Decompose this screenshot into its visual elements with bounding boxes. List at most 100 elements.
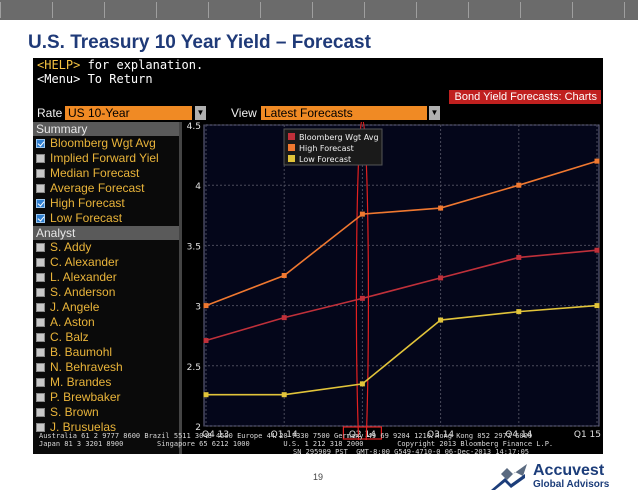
checkbox-unchecked-icon[interactable]	[36, 154, 45, 163]
x-tick-label: Q2 14	[349, 430, 376, 440]
help-text: for explanation.	[80, 58, 204, 72]
y-tick-label: 2.5	[187, 363, 201, 373]
summary-item-implied-forward-yield[interactable]: Implied Forward Yiel	[36, 151, 178, 166]
checkbox-unchecked-icon[interactable]	[36, 273, 45, 282]
legend-box	[283, 128, 383, 166]
checkbox-unchecked-icon[interactable]	[36, 408, 45, 417]
data-point	[516, 309, 522, 315]
y-tick-label: 3	[195, 303, 201, 313]
footer-phone-line-2: Japan 81 3 3201 8900 Singapore 65 6212 1…	[39, 440, 554, 448]
checkbox-unchecked-icon[interactable]	[36, 258, 45, 267]
checkbox-unchecked-icon[interactable]	[36, 348, 45, 357]
checkbox-unchecked-icon[interactable]	[36, 169, 45, 178]
accuvest-arrow-icon	[489, 464, 527, 490]
view-dropdown-arrow-icon[interactable]: ▼	[429, 106, 440, 120]
analyst-item[interactable]: L. Alexander	[36, 270, 178, 285]
series-line-low-forecast	[206, 304, 598, 396]
plot-area	[203, 124, 600, 427]
checkbox-unchecked-icon[interactable]	[36, 363, 45, 372]
rate-dropdown-arrow-icon[interactable]: ▼	[195, 106, 206, 120]
checkbox-unchecked-icon[interactable]	[36, 423, 45, 432]
checkbox-unchecked-icon[interactable]	[36, 184, 45, 193]
analyst-item[interactable]: C. Alexander	[36, 255, 178, 270]
analyst-item-label: B. Baumohl	[50, 345, 113, 359]
slide-top-bar	[0, 0, 638, 20]
legend-entry: High Forecast	[299, 144, 354, 153]
data-point	[359, 381, 365, 387]
data-point	[438, 205, 444, 211]
y-tick-label: 4	[195, 182, 201, 192]
summary-item-label: Average Forecast	[50, 181, 145, 195]
x-tick-label: Q4 14	[505, 430, 532, 440]
data-point	[594, 158, 600, 164]
x-tick-label: Q3 14	[427, 430, 454, 440]
series-line-high-forecast	[205, 160, 598, 307]
help-key[interactable]: <HELP>	[37, 58, 81, 72]
summary-item-bloomberg-wgt-avg[interactable]: Bloomberg Wgt Avg	[36, 136, 178, 151]
summary-item-median-forecast[interactable]: Median Forecast	[36, 166, 178, 181]
analyst-item-label: L. Alexander	[50, 270, 117, 284]
data-point	[516, 254, 522, 260]
summary-item-average-forecast[interactable]: Average Forecast	[36, 181, 178, 196]
logo-name: Accuvest	[533, 462, 605, 479]
analyst-item[interactable]: S. Addy	[36, 240, 178, 255]
checkbox-unchecked-icon[interactable]	[36, 318, 45, 327]
summary-item-label: Median Forecast	[50, 166, 140, 180]
checkbox-unchecked-icon[interactable]	[36, 393, 45, 402]
footer-session-line: SN 295909 PST GMT-8:00 G549-4710-0 06-De…	[293, 448, 530, 456]
checkbox-unchecked-icon[interactable]	[36, 378, 45, 387]
selector-row: Rate US 10-Year ▼ View Latest Forecasts …	[33, 105, 603, 121]
data-point	[516, 182, 522, 188]
legend-swatch	[288, 144, 295, 151]
data-point	[359, 295, 365, 301]
y-tick-label: 4.5	[187, 122, 201, 132]
analyst-item[interactable]: P. Brewbaker	[36, 390, 178, 405]
analyst-header: Analyst	[33, 226, 179, 240]
panel-title: Bond Yield Forecasts: Charts	[448, 90, 601, 104]
x-tick-label: Q4 13	[202, 430, 229, 440]
highlight-box	[342, 426, 382, 440]
analyst-item-label: J. Brusuelas	[50, 420, 117, 434]
y-tick-label: 3.5	[187, 242, 201, 252]
analyst-item[interactable]: N. Behravesh	[36, 360, 178, 375]
data-point	[438, 317, 444, 323]
page-number: 19	[313, 472, 324, 482]
analyst-item[interactable]: J. Angele	[36, 300, 178, 315]
analyst-item-label: A. Aston	[50, 315, 95, 329]
analyst-item-label: P. Brewbaker	[50, 390, 121, 404]
analyst-item[interactable]: M. Brandes	[36, 375, 178, 390]
analyst-item[interactable]: B. Baumohl	[36, 345, 178, 360]
checkbox-unchecked-icon[interactable]	[36, 243, 45, 252]
logo-subtitle: Global Advisors	[533, 479, 610, 490]
analyst-item[interactable]: J. Brusuelas	[36, 420, 178, 435]
analyst-item[interactable]: A. Aston	[36, 315, 178, 330]
series-line-bloomberg-wgt-avg	[205, 249, 598, 342]
summary-item-low-forecast[interactable]: Low Forecast	[36, 211, 178, 226]
footer-phone-line-1: Australia 61 2 9777 8600 Brazil 5511 304…	[39, 432, 533, 440]
panel-scrollbar[interactable]	[179, 122, 182, 454]
analyst-item[interactable]: S. Brown	[36, 405, 178, 420]
menu-return-line[interactable]: <Menu> To Return	[37, 72, 153, 86]
legend-swatch	[288, 133, 295, 140]
checkbox-checked-icon[interactable]	[36, 199, 45, 208]
analyst-item-label: M. Brandes	[50, 375, 112, 389]
checkbox-unchecked-icon[interactable]	[36, 303, 45, 312]
summary-item-label: Bloomberg Wgt Avg	[50, 136, 156, 150]
rate-select[interactable]: US 10-Year	[65, 106, 192, 120]
data-point	[203, 303, 209, 309]
slide-title: U.S. Treasury 10 Year Yield – Forecast	[28, 32, 371, 53]
data-point	[594, 247, 600, 253]
data-point	[281, 315, 287, 321]
view-label: View	[231, 106, 257, 120]
checkbox-checked-icon[interactable]	[36, 139, 45, 148]
analyst-item-label: C. Alexander	[50, 255, 119, 269]
view-select[interactable]: Latest Forecasts	[261, 106, 427, 120]
analyst-item-label: S. Brown	[50, 405, 99, 419]
analyst-item[interactable]: C. Balz	[36, 330, 178, 345]
analyst-item[interactable]: S. Anderson	[36, 285, 178, 300]
checkbox-checked-icon[interactable]	[36, 214, 45, 223]
summary-item-high-forecast[interactable]: High Forecast	[36, 196, 178, 211]
checkbox-unchecked-icon[interactable]	[36, 288, 45, 297]
analyst-item-label: J. Angele	[50, 300, 100, 314]
checkbox-unchecked-icon[interactable]	[36, 333, 45, 342]
